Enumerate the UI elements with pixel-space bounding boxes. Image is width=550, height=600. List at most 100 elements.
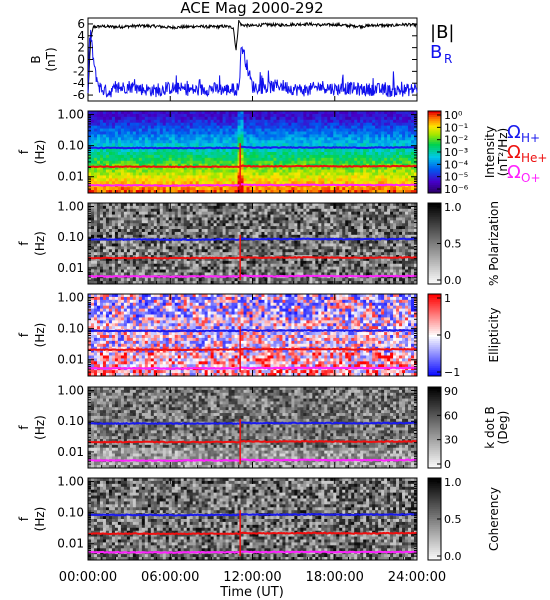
polarization-pixel	[162, 205, 167, 210]
intensity-pixel	[234, 140, 238, 144]
intensity-pixel	[219, 140, 223, 144]
intensity-pixel	[249, 160, 253, 165]
polarization-pixel	[375, 205, 379, 210]
intensity-pixel	[408, 140, 412, 144]
polarization-pixel	[396, 205, 400, 210]
intensity-pixel	[348, 137, 352, 141]
intensity-pixel	[300, 119, 304, 124]
polarization-pixel	[339, 226, 343, 230]
intensity-pixel	[336, 152, 340, 156]
intensity-pixel	[111, 149, 116, 153]
intensity-pixel	[147, 137, 152, 141]
intensity-pixel	[360, 166, 364, 170]
intensity-pixel	[240, 116, 244, 121]
polarization-pixel	[153, 205, 158, 210]
intensity-pixel	[387, 111, 391, 115]
intensity-pixel	[138, 113, 143, 118]
colorbar-step	[428, 139, 441, 143]
intensity-pixel	[186, 140, 191, 144]
intensity-pixel	[327, 169, 331, 173]
polarization-pixel	[309, 231, 313, 236]
intensity-pixel	[375, 143, 379, 147]
polarization-pixel	[405, 231, 409, 236]
polarization-pixel	[192, 231, 197, 236]
intensity-pixel	[162, 111, 167, 115]
polarization-pixel	[156, 223, 161, 227]
polarization-pixel	[153, 240, 158, 244]
intensity-pixel	[246, 143, 250, 147]
polarization-pixel	[267, 234, 271, 239]
intensity-pixel	[132, 175, 137, 179]
polarization-pixel	[144, 240, 149, 244]
intensity-pixel	[288, 187, 292, 191]
intensity-pixel	[192, 131, 197, 135]
intensity-pixel	[105, 190, 110, 194]
polarization-pixel	[345, 231, 349, 236]
polarization-pixel	[306, 226, 310, 230]
intensity-pixel	[330, 178, 334, 182]
polarization-pixel	[186, 217, 191, 221]
intensity-pixel	[195, 137, 200, 141]
polarization-pixel	[201, 243, 206, 247]
polarization-pixel	[150, 220, 155, 224]
polarization-pixel	[150, 211, 155, 215]
intensity-pixel	[249, 181, 253, 185]
intensity-pixel	[270, 113, 274, 118]
intensity-pixel	[255, 131, 259, 135]
intensity-pixel	[294, 131, 298, 135]
polarization-pixel	[261, 208, 265, 213]
intensity-pixel	[270, 137, 274, 141]
intensity-pixel	[174, 125, 179, 129]
polarization-pixel	[171, 234, 176, 239]
polarization-pixel	[219, 226, 223, 230]
polarization-pixel	[303, 214, 307, 218]
intensity-pixel	[309, 125, 313, 129]
intensity-pixel	[246, 175, 250, 179]
intensity-pixel	[90, 187, 95, 191]
intensity-pixel	[369, 111, 373, 115]
polarization-pixel	[117, 246, 122, 250]
intensity-pixel	[312, 181, 316, 185]
intensity-pixel	[123, 140, 128, 144]
intensity-pixel	[366, 140, 370, 144]
polarization-pixel	[210, 240, 215, 244]
intensity-pixel	[345, 149, 349, 153]
polarization-pixel	[393, 226, 397, 230]
polarization-pixel	[300, 205, 304, 210]
polarization-pixel	[402, 229, 406, 233]
polarization-pixel	[129, 234, 134, 239]
polarization-pixel	[153, 231, 158, 236]
intensity-pixel	[252, 149, 256, 153]
intensity-pixel	[153, 131, 158, 135]
polarization-pixel	[177, 208, 182, 213]
colorbar-step	[428, 158, 441, 161]
polarization-pixel	[339, 214, 343, 218]
polarization-pixel	[255, 240, 259, 244]
intensity-pixel	[96, 131, 101, 135]
intensity-pixel	[333, 166, 337, 170]
intensity-pixel	[375, 125, 379, 129]
polarization-pixel	[315, 214, 319, 218]
intensity-pixel	[171, 181, 176, 185]
intensity-pixel	[204, 181, 209, 185]
intensity-pixel	[366, 163, 370, 168]
intensity-pixel	[294, 154, 298, 159]
intensity-pixel	[156, 122, 161, 127]
intensity-pixel	[411, 134, 415, 138]
intensity-pixel	[210, 131, 215, 135]
polarization-pixel	[303, 223, 307, 227]
polarization-pixel	[255, 217, 259, 221]
polarization-pixel	[258, 223, 262, 227]
intensity-pixel	[351, 149, 355, 153]
polarization-pixel	[408, 234, 412, 239]
intensity-pixel	[381, 178, 385, 182]
polarization-pixel	[363, 203, 367, 207]
polarization-pixel	[108, 205, 113, 210]
intensity-pixel	[297, 119, 301, 124]
intensity-pixel	[186, 187, 191, 191]
intensity-pixel	[249, 154, 253, 159]
intensity-pixel	[342, 190, 346, 194]
intensity-pixel	[141, 157, 146, 162]
intensity-pixel	[363, 149, 367, 153]
polarization-pixel	[354, 243, 358, 247]
